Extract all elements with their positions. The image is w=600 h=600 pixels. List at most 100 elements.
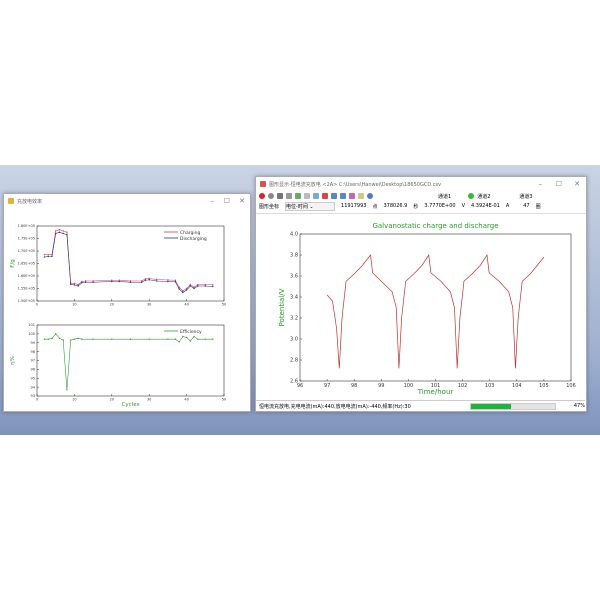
data-point (77, 283, 79, 286)
plot-area (36, 225, 225, 302)
x-axis-label: Time/hour (417, 388, 454, 396)
copy-icon[interactable] (304, 193, 310, 199)
y-axis-label: Potential/V (278, 288, 286, 326)
data-point (81, 338, 83, 340)
data-point (51, 337, 53, 340)
series-line (326, 253, 545, 369)
data-point (174, 279, 177, 281)
settings-icon[interactable] (268, 193, 274, 199)
data-point (92, 338, 94, 340)
points-value: 11917993 (341, 203, 367, 209)
data-point (118, 280, 120, 283)
x-tick-label: 100 (404, 383, 414, 389)
data-point (111, 280, 113, 283)
y-tick-label: 3.4 (290, 295, 298, 301)
data-point (129, 338, 132, 340)
data-point (174, 338, 177, 340)
zoom-fit-icon[interactable] (313, 193, 319, 199)
x-tick-label: 20 (110, 398, 114, 402)
table-icon[interactable] (358, 193, 364, 199)
x-tick-label: 10 (72, 398, 76, 402)
maximize-button[interactable]: ☐ (555, 180, 562, 188)
x-tick-label: 103 (485, 383, 495, 389)
gcd-chart: 96 97 98 99 100 101 102 103 104 105 106 2.6 2.8 3.0 3.… (256, 213, 586, 398)
y-tick-label: 98 (31, 350, 35, 354)
x-tick-label: 99 (378, 383, 384, 389)
x-tick-label: 106 (566, 383, 576, 389)
y-tick-label: 1.60E+05 (18, 274, 35, 278)
data-point (129, 281, 132, 283)
data-point (55, 333, 57, 335)
y-tick-label: 99 (31, 341, 35, 345)
maximize-button[interactable]: ☐ (223, 197, 230, 205)
data-point (84, 281, 87, 283)
data-point (189, 340, 192, 342)
close-button[interactable]: ✕ (574, 180, 580, 188)
grid-icon[interactable] (331, 193, 337, 199)
data-point (43, 254, 46, 256)
data-point (81, 280, 83, 283)
data-point (69, 339, 72, 341)
y-tick-label: 1.70E+05 (18, 249, 35, 253)
export-icon[interactable] (295, 193, 301, 199)
data-point (185, 289, 188, 291)
info-icon[interactable] (367, 193, 373, 199)
data-point (204, 284, 206, 286)
data-point (92, 281, 94, 283)
time-value: 378026.9 (383, 203, 408, 209)
x-axis-label: Cycles (122, 402, 140, 408)
data-point (178, 286, 180, 288)
y-tick-label: 1.65E+05 (18, 262, 35, 266)
y-tick-label: 1.55E+05 (18, 287, 35, 291)
x-tick-label: 20 (110, 303, 114, 307)
data-point (111, 338, 113, 340)
save-icon[interactable] (286, 193, 292, 199)
efficiency-window: 充放电效率 – ☐ ✕ 0 10 20 30 40 50 1.50E+05 1.55E+05 1.6… (3, 193, 251, 412)
data-point (212, 338, 214, 340)
document-icon[interactable] (277, 193, 283, 199)
minimize-button[interactable]: – (210, 197, 215, 205)
y-tick-label: 1.80E+05 (18, 224, 35, 228)
plot-area (36, 324, 225, 397)
coord-select[interactable]: 电位-时间 ⌄ (285, 201, 336, 211)
data-point (73, 282, 76, 285)
data-point (43, 256, 46, 258)
data-point (51, 255, 53, 258)
info-bar: 图形坐标 电位-时间 ⌄ 11917993 点 378026.9 秒 3.7770E… (256, 201, 586, 211)
minimize-button[interactable]: – (538, 180, 543, 188)
x-tick-label: 102 (458, 383, 468, 389)
data-point (73, 284, 76, 286)
chart-icon[interactable] (340, 193, 346, 199)
points-unit: 点 (372, 203, 378, 210)
current-value: 4.3924E-01 (471, 203, 500, 209)
close-button[interactable]: ✕ (239, 197, 245, 205)
data-point (204, 338, 206, 340)
channel-2-label: 通道2 (477, 193, 491, 200)
data-point (144, 279, 147, 281)
data-point (47, 255, 49, 258)
y-tick-label: 1.50E+05 (18, 299, 35, 303)
x-tick-label: 105 (539, 383, 549, 389)
data-point (47, 338, 49, 340)
data-point (144, 278, 147, 280)
data-point (182, 335, 184, 338)
data-point (84, 280, 87, 282)
data-point (66, 231, 68, 233)
window-title: 充放电效率 (17, 198, 43, 205)
data-point (182, 291, 184, 294)
y-tick-label: 4.0 (290, 232, 298, 238)
toolbar: 通道1 通道2 通道3 (256, 191, 586, 201)
data-point (129, 280, 132, 282)
line-icon[interactable] (349, 193, 355, 199)
stop-icon[interactable] (259, 193, 265, 199)
coord-select-value: 电位-时间 (286, 203, 308, 210)
data-point (204, 285, 206, 287)
data-point (193, 335, 195, 338)
data-point (69, 283, 72, 285)
data-point (212, 284, 214, 286)
legend-label: Efficiency (180, 329, 202, 335)
data-point (58, 231, 61, 233)
crosshair-icon[interactable] (322, 193, 328, 199)
data-point (178, 341, 180, 343)
data-point (197, 285, 199, 287)
